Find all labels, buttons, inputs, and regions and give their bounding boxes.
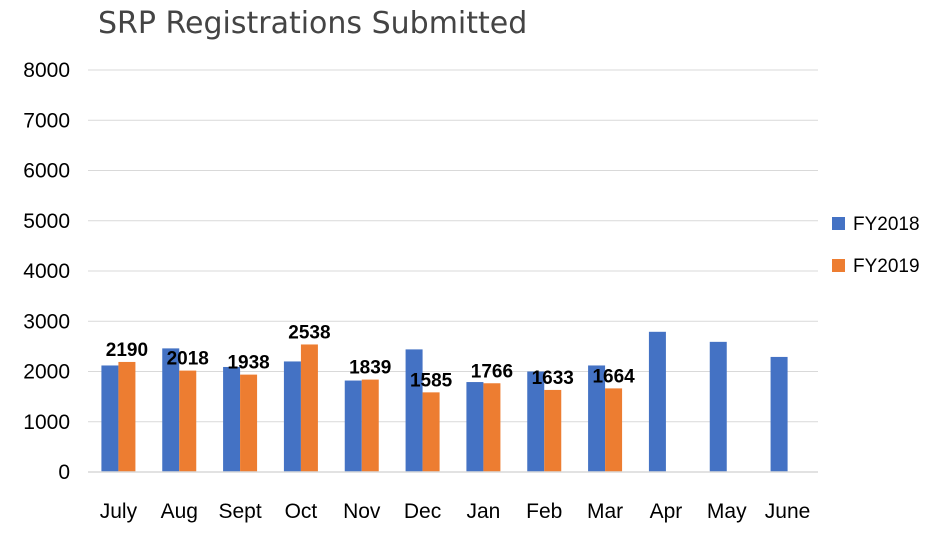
x-tick-label: Sept: [218, 500, 261, 523]
data-label: 1839: [349, 358, 391, 379]
bar-fy2018-jan: [466, 382, 484, 472]
chart-title: SRP Registrations Submitted: [98, 6, 527, 41]
bar-fy2018-feb: [527, 371, 545, 472]
y-tick-label: 4000: [23, 260, 70, 283]
bar-fy2019-oct: [300, 344, 318, 472]
y-tick-label: 0: [58, 461, 70, 484]
x-tick-label: May: [707, 500, 747, 523]
y-tick-label: 3000: [23, 310, 70, 333]
bar-fy2018-nov: [344, 380, 362, 472]
y-tick-label: 6000: [23, 160, 70, 183]
legend-label-fy2018: FY2018: [853, 214, 920, 235]
y-axis: 0 1000 2000 3000 4000 5000 6000 7000 8000: [23, 59, 70, 484]
gridlines: [88, 69, 818, 423]
legend-swatch-fy2018: [832, 217, 845, 230]
bar-fy2018-july: [101, 365, 119, 472]
x-axis: July Aug Sept Oct Nov Dec Jan Feb Mar Apr May June: [88, 471, 818, 523]
legend: FY2018 FY2019: [832, 214, 920, 277]
data-label: 2190: [106, 340, 148, 361]
data-label: 1633: [532, 368, 574, 389]
bar-fy2019-nov: [361, 379, 379, 472]
y-tick-label: 2000: [23, 361, 70, 384]
x-tick-label: July: [100, 500, 138, 523]
bar-fy2018-mar: [588, 365, 606, 472]
bar-fy2018-dec: [405, 349, 423, 472]
bar-fy2019-aug: [179, 370, 197, 472]
x-tick-label: Feb: [526, 500, 562, 523]
x-tick-label: Nov: [343, 500, 381, 523]
legend-swatch-fy2019: [832, 259, 845, 272]
bar-fy2018-aug: [162, 348, 180, 472]
y-tick-label: 1000: [23, 411, 70, 434]
x-tick-label: Oct: [285, 500, 318, 523]
data-label: 1766: [471, 361, 513, 382]
x-tick-label: June: [765, 500, 811, 523]
bar-fy2018-may: [709, 341, 727, 472]
data-label: 2018: [167, 349, 209, 370]
x-tick-label: Mar: [587, 500, 623, 523]
x-tick-label: Aug: [161, 500, 198, 523]
x-tick-label: Jan: [466, 500, 500, 523]
x-tick-label: Dec: [404, 500, 441, 523]
x-tick-label: Apr: [650, 500, 683, 523]
y-tick-label: 7000: [23, 109, 70, 132]
bar-fy2019-sept: [240, 374, 258, 472]
data-labels: 2190 2018 1938 2538 1839 1585 1766 1633 1664: [106, 322, 635, 391]
y-tick-label: 8000: [23, 59, 70, 82]
bar-fy2018-apr: [648, 331, 666, 472]
bar-fy2018-sept: [223, 366, 241, 472]
bar-fy2019-dec: [422, 392, 440, 472]
bar-fy2019-jan: [483, 383, 501, 472]
bar-fy2019-july: [118, 361, 136, 472]
legend-label-fy2019: FY2019: [853, 256, 920, 277]
bar-fy2018-oct: [283, 361, 301, 472]
bar-fy2019-feb: [544, 389, 562, 472]
data-label: 1664: [592, 366, 635, 387]
data-label: 2538: [288, 322, 330, 343]
y-tick-label: 5000: [23, 210, 70, 233]
data-label: 1938: [227, 353, 269, 374]
bar-fy2018-june: [770, 356, 788, 472]
bar-fy2019-mar: [605, 388, 623, 472]
data-label: 1585: [410, 370, 453, 391]
bars: [101, 331, 788, 472]
